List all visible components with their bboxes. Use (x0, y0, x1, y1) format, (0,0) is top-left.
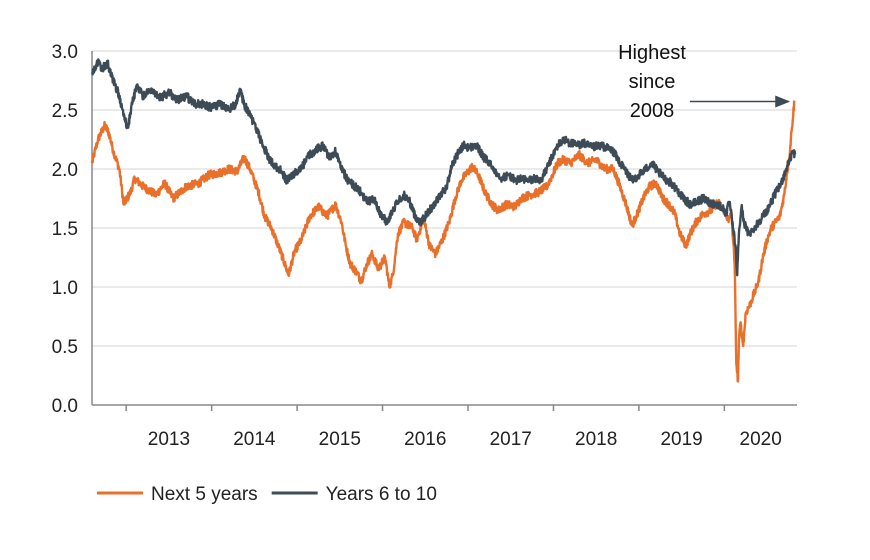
y-tick-label: 1.0 (52, 278, 78, 299)
y-tick-label: 2.5 (52, 101, 78, 122)
x-tick-label: 2018 (575, 429, 617, 450)
y-tick-label: 2.0 (52, 160, 78, 181)
annotation-text-line: since (629, 71, 676, 93)
axes (91, 51, 797, 411)
y-tick-label: 3.0 (52, 42, 78, 63)
x-tick-label: 2014 (233, 429, 276, 450)
legend-label: Years 6 to 10 (326, 484, 437, 505)
y-tick-label: 0.0 (52, 396, 78, 417)
x-tick-label: 2017 (490, 429, 532, 450)
x-tick-labels: 2013 2014 2015 2016 2017 2018 2019 2020 (148, 429, 782, 450)
gridlines (92, 50, 797, 347)
annotation-text-line: Highest (618, 42, 686, 64)
annotation-text-line: 2008 (630, 100, 675, 122)
series-line-next-5-years (90, 100, 796, 383)
annotation: Highest since 2008 (618, 42, 791, 122)
y-tick-label: 0.5 (52, 337, 78, 358)
x-tick-label: 2020 (740, 429, 782, 450)
x-tick-label: 2016 (404, 429, 446, 450)
y-tick-labels: 0.0 0.5 1.0 1.5 2.0 2.5 3.0 (52, 42, 78, 417)
legend-label: Next 5 years (151, 484, 258, 505)
series-lines (90, 58, 797, 383)
x-tick-label: 2019 (660, 429, 702, 450)
x-tick-label: 2013 (148, 429, 190, 450)
series-line-years-6-to-10 (91, 58, 797, 277)
y-tick-label: 1.5 (52, 219, 78, 240)
legend: Next 5 years Years 6 to 10 (97, 484, 437, 505)
x-tick-label: 2015 (319, 429, 361, 450)
